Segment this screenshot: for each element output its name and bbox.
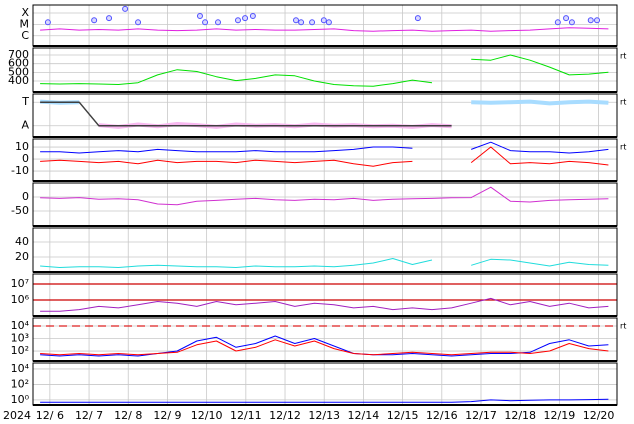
x-tick-label: 12/15 [387, 409, 419, 422]
x-tick-label: 12/12 [269, 409, 301, 422]
flare-marker [554, 19, 561, 26]
y-tick-label: 10⁴ [11, 362, 30, 375]
flare-marker [414, 15, 421, 22]
y-tick-label: 20 [15, 250, 29, 263]
year-label: 2024 [3, 409, 31, 422]
x-tick-label: 12/19 [544, 409, 576, 422]
y-tick-label: C [21, 29, 29, 42]
flare-marker [320, 17, 327, 24]
series-line [40, 335, 609, 357]
panel-frame [33, 274, 617, 316]
y-tick-label: 10⁰ [11, 393, 30, 406]
flare-marker [309, 19, 316, 26]
flare-marker [135, 19, 142, 26]
flare-marker [249, 13, 256, 20]
y-tick-label: 10⁴ [11, 319, 30, 332]
panel-frame [33, 228, 617, 272]
flare-marker [298, 19, 305, 26]
y-tick-label: 10³ [11, 332, 29, 345]
series-line [40, 54, 609, 87]
series-line [40, 186, 609, 206]
series-line [40, 258, 609, 268]
y-tick-label: 10⁷ [11, 277, 29, 290]
y-tick-label: M [20, 17, 30, 30]
y-tick-label: 10 [15, 140, 29, 153]
x-tick-label: 12/18 [504, 409, 536, 422]
panel-frame [33, 5, 617, 46]
flare-marker [91, 17, 98, 24]
series-line [40, 398, 609, 403]
x-tick-label: 12/ 8 [114, 409, 142, 422]
realtime-label: rt [620, 143, 626, 152]
flare-marker [568, 19, 575, 26]
realtime-label: rt [620, 98, 626, 107]
y-tick-label: A [21, 119, 29, 132]
realtime-label: rt [620, 322, 626, 331]
x-tick-label: 12/11 [230, 409, 262, 422]
panel-frame [33, 183, 617, 226]
x-tick-label: 12/16 [426, 409, 458, 422]
y-tick-label: 0 [22, 190, 29, 203]
x-tick-label: 12/20 [583, 409, 615, 422]
flare-marker [122, 5, 129, 12]
flare-marker [44, 19, 51, 26]
y-tick-label: 10⁶ [11, 293, 30, 306]
flare-marker [587, 17, 594, 24]
flare-marker [594, 17, 601, 24]
flare-marker [292, 17, 299, 24]
y-tick-label: 10² [11, 344, 29, 357]
y-tick-label: T [21, 95, 29, 108]
panel-frame [33, 48, 617, 92]
y-tick-label: 700 [8, 48, 29, 61]
series-line [40, 141, 609, 154]
x-tick-label: 12/17 [465, 409, 497, 422]
series-line [40, 27, 609, 32]
y-tick-label: 400 [8, 74, 29, 87]
realtime-label: rt [620, 52, 626, 61]
flare-marker [106, 15, 113, 22]
series-line [40, 146, 609, 167]
flare-marker [202, 19, 209, 26]
x-tick-label: 12/ 7 [75, 409, 103, 422]
y-tick-label: -50 [11, 204, 29, 217]
panel-frame [33, 363, 617, 405]
x-tick-label: 12/ 6 [36, 409, 64, 422]
x-tick-label: 12/10 [191, 409, 223, 422]
y-tick-label: 40 [15, 235, 29, 248]
y-tick-label: 500 [8, 65, 29, 78]
x-tick-label: 12/ 9 [153, 409, 181, 422]
y-tick-label: -10 [11, 164, 29, 177]
series-line [40, 339, 609, 356]
flare-marker [563, 15, 570, 22]
y-tick-label: 600 [8, 57, 29, 70]
series-line [40, 297, 609, 312]
flare-marker [196, 13, 203, 20]
series-line [40, 101, 452, 127]
y-tick-label: 0 [22, 152, 29, 165]
x-tick-label: 12/13 [308, 409, 340, 422]
flare-marker [325, 19, 332, 26]
y-tick-label: 10² [11, 377, 29, 390]
panel-frame [33, 139, 617, 181]
flare-marker [214, 19, 221, 26]
y-tick-label: X [21, 6, 29, 19]
flare-marker [234, 17, 241, 24]
flare-marker [242, 15, 249, 22]
x-tick-label: 12/14 [348, 409, 380, 422]
